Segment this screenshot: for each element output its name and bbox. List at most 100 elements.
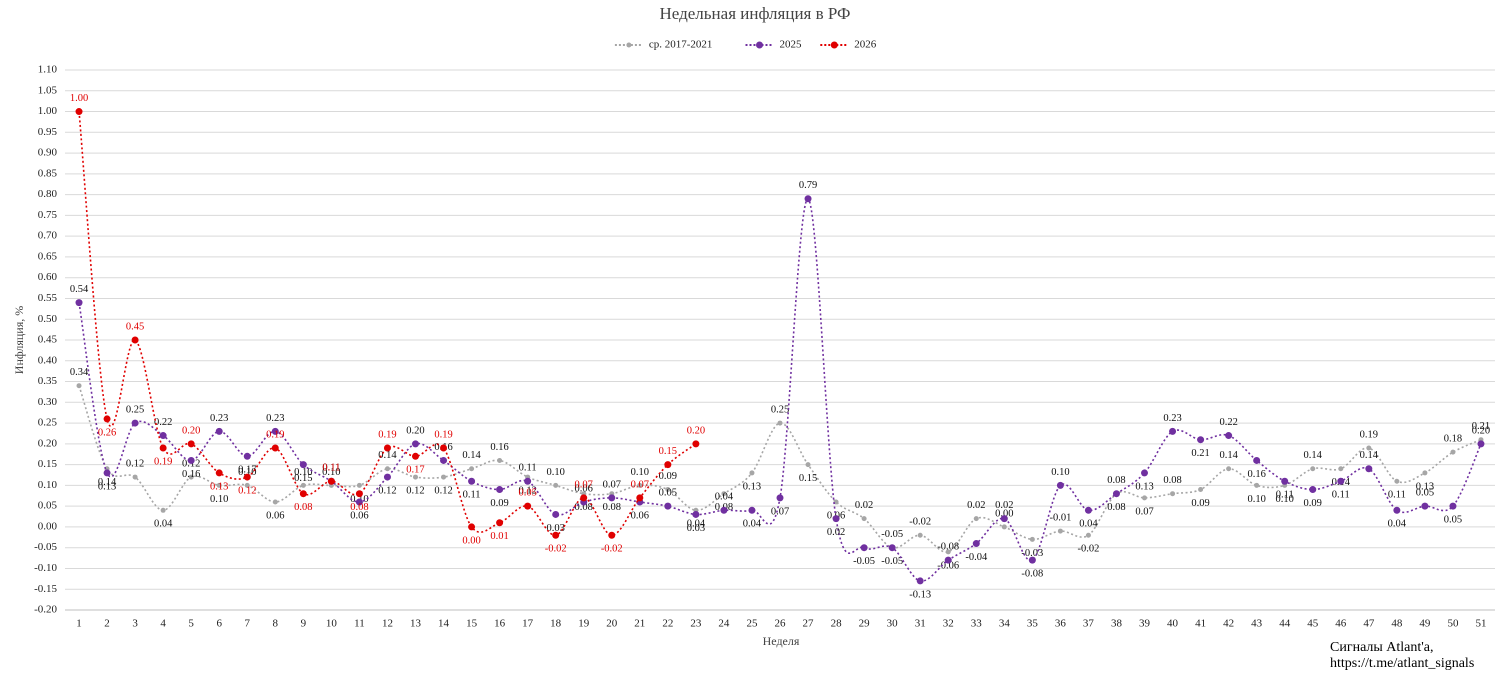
x-tick-label: 26 xyxy=(775,618,787,630)
series-marker xyxy=(1422,470,1428,476)
series-marker xyxy=(804,195,812,203)
x-tick-label: 48 xyxy=(1391,618,1403,630)
data-label: 0.11 xyxy=(1332,490,1350,501)
data-label: 0.11 xyxy=(1388,490,1406,501)
data-label: 0.13 xyxy=(1416,481,1434,492)
data-label: 0.06 xyxy=(631,510,649,521)
data-label: 0.18 xyxy=(1444,434,1462,445)
series-marker xyxy=(1001,524,1007,530)
series-marker xyxy=(159,444,167,452)
data-label: 0.07 xyxy=(1135,506,1153,517)
source-line: Сигналы Atlant'a, xyxy=(1330,640,1434,655)
legend-label: 2026 xyxy=(854,39,877,51)
series-marker xyxy=(1421,502,1429,510)
series-marker xyxy=(383,444,391,452)
data-label: 0.13 xyxy=(1135,481,1153,492)
series-marker xyxy=(692,440,700,448)
series-marker xyxy=(497,457,503,463)
x-tick-label: 23 xyxy=(690,618,702,630)
series-marker xyxy=(441,474,447,480)
data-label: 0.04 xyxy=(1079,519,1098,530)
x-tick-label: 44 xyxy=(1279,618,1291,630)
series-marker xyxy=(496,486,504,494)
x-tick-label: 3 xyxy=(132,618,138,630)
series-marker xyxy=(1057,528,1063,534)
series-marker xyxy=(411,440,419,448)
x-tick-label: 29 xyxy=(859,618,871,630)
series-marker xyxy=(496,519,504,527)
data-label: 0.08 xyxy=(1107,502,1125,513)
x-tick-label: 9 xyxy=(301,618,307,630)
series-marker xyxy=(749,470,755,476)
y-tick-label: 0.35 xyxy=(38,375,58,387)
x-tick-label: 11 xyxy=(354,618,365,630)
series-marker xyxy=(1225,432,1233,440)
data-label: 0.10 xyxy=(1247,494,1265,505)
data-label: -0.06 xyxy=(937,560,959,571)
series-marker xyxy=(776,494,784,502)
series-marker xyxy=(1477,440,1485,448)
data-label: 0.03 xyxy=(546,523,564,534)
data-label: -0.02 xyxy=(601,544,623,555)
series-marker xyxy=(1085,532,1091,538)
data-label: 0.00 xyxy=(462,535,480,546)
data-label: 0.14 xyxy=(1360,450,1379,461)
series-marker xyxy=(355,490,363,498)
series-marker xyxy=(76,383,82,389)
x-tick-label: 14 xyxy=(438,618,450,630)
x-tick-label: 25 xyxy=(746,618,758,630)
data-label: 0.09 xyxy=(1191,498,1209,509)
series-marker xyxy=(1450,449,1456,455)
series-marker xyxy=(720,506,728,514)
x-tick-label: 47 xyxy=(1363,618,1375,630)
data-label: -0.02 xyxy=(1077,544,1099,555)
data-label: 0.20 xyxy=(1472,425,1490,436)
x-tick-label: 7 xyxy=(245,618,251,630)
series-marker xyxy=(160,507,166,513)
y-tick-label: 0.05 xyxy=(38,500,58,512)
series-marker xyxy=(244,482,250,488)
series-marker xyxy=(637,482,643,488)
series-marker xyxy=(1028,556,1036,564)
data-label: 0.54 xyxy=(70,284,89,295)
data-label: 0.09 xyxy=(1304,498,1322,509)
series-marker xyxy=(75,108,83,116)
data-label: 0.12 xyxy=(182,458,200,469)
x-tick-label: 45 xyxy=(1307,618,1319,630)
data-label: 0.25 xyxy=(771,404,789,415)
series-marker xyxy=(103,469,111,477)
data-label: 0.04 xyxy=(743,519,762,530)
x-tick-label: 21 xyxy=(634,618,645,630)
series-marker xyxy=(468,477,476,485)
data-label: 0.34 xyxy=(70,367,89,378)
series-marker xyxy=(411,452,419,460)
y-tick-label: 0.60 xyxy=(38,271,58,283)
series-marker xyxy=(1141,469,1149,477)
data-label: -0.08 xyxy=(937,542,959,553)
y-tick-label: 0.45 xyxy=(38,334,58,346)
x-tick-label: 8 xyxy=(273,618,279,630)
series-marker xyxy=(944,556,952,564)
series-marker xyxy=(1394,478,1400,484)
data-label: 0.25 xyxy=(126,404,144,415)
data-label: 0.21 xyxy=(1472,421,1490,432)
series-marker xyxy=(916,577,924,585)
series-marker xyxy=(384,466,390,472)
x-tick-label: 36 xyxy=(1055,618,1067,630)
data-label: 0.08 xyxy=(1163,475,1181,486)
data-label: -0.01 xyxy=(1049,512,1071,523)
data-label: 1.00 xyxy=(70,93,88,104)
series-marker xyxy=(553,482,559,488)
data-label: 0.09 xyxy=(659,471,677,482)
series-marker xyxy=(608,531,616,539)
data-label: 0.04 xyxy=(154,519,173,530)
data-label: 0.10 xyxy=(322,467,340,478)
y-tick-label: 0.40 xyxy=(38,354,58,366)
x-tick-label: 6 xyxy=(216,618,222,630)
legend-label: ср. 2017-2021 xyxy=(649,39,713,51)
series-marker xyxy=(973,516,979,522)
data-label: 0.02 xyxy=(827,527,845,538)
data-label: 0.10 xyxy=(546,467,564,478)
data-label: 0.12 xyxy=(406,485,424,496)
data-label: 0.19 xyxy=(378,429,396,440)
